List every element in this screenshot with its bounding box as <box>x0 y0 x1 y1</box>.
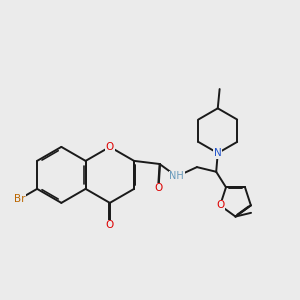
Text: NH: NH <box>169 171 184 182</box>
Text: N: N <box>214 148 222 158</box>
Text: Br: Br <box>14 194 25 204</box>
Text: O: O <box>216 200 224 210</box>
Text: O: O <box>106 220 114 230</box>
Text: O: O <box>106 142 114 152</box>
Text: O: O <box>154 183 162 193</box>
